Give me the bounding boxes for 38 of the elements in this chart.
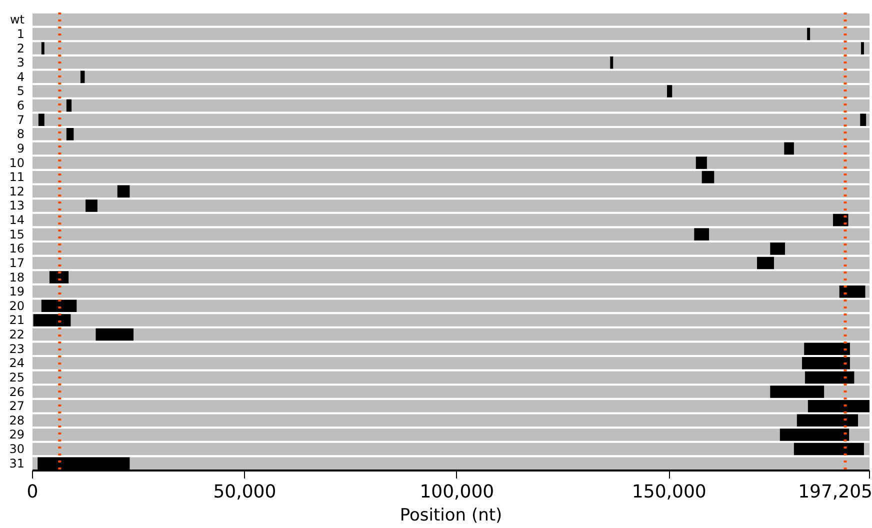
- y-tick-label: 4: [16, 70, 25, 84]
- y-tick-label: 27: [9, 399, 25, 414]
- y-tick-label: 31: [9, 456, 25, 470]
- y-tick-label: 23: [9, 342, 25, 356]
- x-axis-title: Position (nt): [400, 506, 502, 526]
- y-tick-label: 2: [16, 41, 25, 56]
- y-tick-label: 21: [9, 313, 25, 328]
- y-tick-label: 7: [16, 112, 25, 127]
- y-tick-label: 15: [9, 227, 25, 242]
- y-tick-label: 26: [9, 384, 25, 399]
- y-tick-label: wt: [10, 12, 25, 27]
- y-tick-label: 9: [16, 141, 25, 156]
- x-tick-label: 50,000: [213, 482, 276, 502]
- y-tick-label: 25: [9, 370, 25, 384]
- y-tick-label: 12: [9, 184, 25, 198]
- y-tick-label: 6: [16, 98, 25, 113]
- y-tick-label: 3: [16, 56, 25, 70]
- x-tick-label: 197,205: [798, 482, 872, 502]
- y-tick-label: 16: [9, 242, 25, 256]
- y-tick-label: 30: [9, 442, 25, 456]
- y-tick-label: 24: [9, 356, 25, 370]
- y-tick-label: 17: [9, 256, 25, 270]
- x-tick-label: 150,000: [632, 482, 706, 502]
- y-tick-label: 5: [16, 84, 25, 98]
- y-tick-label: 8: [16, 127, 25, 142]
- y-tick-label: 1: [16, 26, 25, 41]
- x-tick-label: 100,000: [420, 482, 494, 502]
- y-tick-label: 22: [9, 328, 25, 342]
- y-tick-label: 14: [9, 213, 25, 228]
- y-tick-label: 19: [9, 284, 25, 299]
- y-tick-label: 10: [9, 156, 25, 170]
- y-tick-label: 13: [9, 198, 25, 213]
- y-tick-label: 20: [9, 298, 25, 313]
- y-tick-label: 28: [9, 413, 25, 428]
- y-tick-label: 18: [9, 270, 25, 284]
- x-tick-label: 0: [26, 482, 38, 502]
- y-tick-label: 11: [9, 170, 25, 184]
- y-tick-label: 29: [9, 428, 25, 442]
